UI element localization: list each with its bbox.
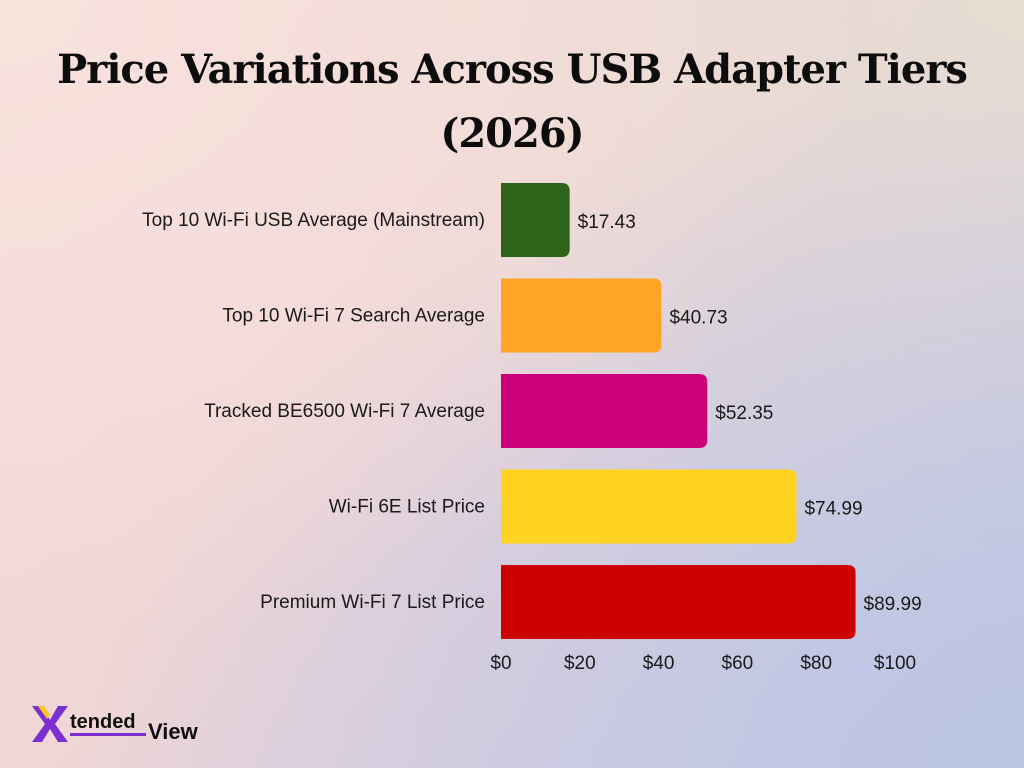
- value-label: $74.99: [804, 499, 862, 520]
- xtendedview-logo: tended View: [32, 706, 199, 744]
- value-labels: $17.43 $40.73 $52.35 $74.99 $89.99: [578, 212, 922, 615]
- category-labels: Top 10 Wi-Fi USB Average (Mainstream) Top…: [142, 210, 485, 613]
- logo-underline: [70, 733, 146, 736]
- x-tick-label: $20: [564, 653, 596, 674]
- x-tick-label: $80: [800, 653, 832, 674]
- logo-x-mark: [32, 706, 68, 742]
- value-label: $17.43: [578, 212, 636, 233]
- category-label: Top 10 Wi-Fi USB Average (Mainstream): [142, 210, 485, 231]
- category-label: Tracked BE6500 Wi-Fi 7 Average: [204, 401, 485, 422]
- category-label: Top 10 Wi-Fi 7 Search Average: [222, 306, 485, 327]
- chart-title: Price Variations Across USB Adapter Tier…: [57, 46, 968, 157]
- x-tick-label: $100: [874, 653, 916, 674]
- logo-text-tended: tended: [70, 711, 136, 733]
- logo-text-view: View: [148, 719, 199, 744]
- x-axis-ticks: $0 $20 $40 $60 $80 $100: [490, 653, 916, 674]
- bar: [501, 278, 662, 353]
- x-tick-label: $40: [643, 653, 675, 674]
- bar: [501, 374, 708, 448]
- category-label: Wi-Fi 6E List Price: [329, 497, 485, 518]
- x-tick-label: $60: [722, 653, 754, 674]
- x-tick-label: $0: [490, 653, 511, 674]
- bar: [501, 183, 570, 257]
- value-label: $52.35: [715, 403, 773, 424]
- value-label: $40.73: [669, 308, 727, 329]
- bar: [501, 469, 797, 544]
- value-label: $89.99: [864, 594, 922, 615]
- bars-layer: [501, 183, 856, 639]
- bar-chart: Top 10 Wi-Fi USB Average (Mainstream) Top…: [142, 183, 922, 674]
- category-label: Premium Wi-Fi 7 List Price: [260, 592, 485, 613]
- bar: [501, 565, 856, 639]
